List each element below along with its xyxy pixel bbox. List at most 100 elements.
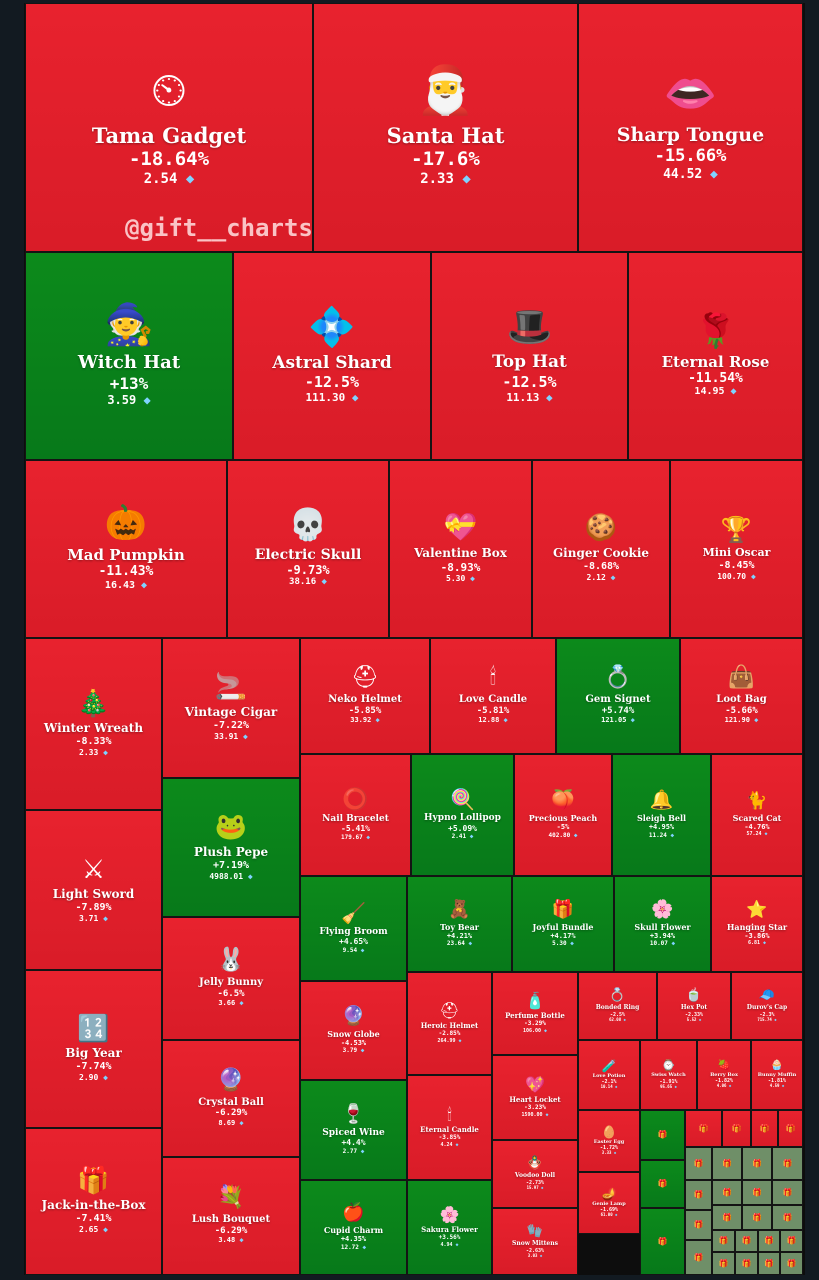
tile-change: -15.66% (654, 146, 727, 167)
mini-tile[interactable]: 🎁 (780, 1252, 803, 1275)
tile-flying-broom[interactable]: 🧹 Flying Broom +4.65% 9.54 ◆ (300, 876, 407, 981)
tile-genie-lamp[interactable]: 🪔 Genie Lamp -1.69% 61.00 ◆ (578, 1172, 640, 1234)
tile-bunny-muffin[interactable]: 🧁 Bunny Muffin -1.81% 4.59 ◆ (751, 1040, 803, 1110)
mini-tile[interactable]: 🎁 (712, 1147, 742, 1180)
tile-change: +4.95% (648, 823, 675, 832)
mini-tile[interactable]: 🎁 (735, 1230, 758, 1252)
tile-witch-hat[interactable]: 🧙 Witch Hat +13% 3.59 ◆ (25, 252, 233, 460)
tile-mad-pumpkin[interactable]: 🎃 Mad Pumpkin -11.43% 16.43 ◆ (25, 460, 227, 638)
mini-tile[interactable]: 🎁 (712, 1205, 742, 1230)
diamond-icon: ◆ (538, 1185, 544, 1191)
mini-tile[interactable]: 🎁 (640, 1160, 685, 1208)
tile-heroic-helmet[interactable]: ⛑ Heroic Helmet -2.85% 264.99 ◆ (407, 972, 492, 1075)
tile-price: 2.77 ◆ (343, 1148, 365, 1155)
tile-mini-oscar[interactable]: 🏆 Mini Oscar -8.45% 100.70 ◆ (670, 460, 803, 638)
mini-tile[interactable]: 🎁 (685, 1147, 712, 1180)
gift-icon: 🎁 (752, 1158, 762, 1168)
tile-love-candle[interactable]: 🕯 Love Candle -5.81% 12.88 ◆ (430, 638, 556, 754)
tile-valentine-box[interactable]: 💝 Valentine Box -8.93% 5.30 ◆ (389, 460, 532, 638)
tile-top-hat[interactable]: 🎩 Top Hat -12.5% 11.13 ◆ (431, 252, 628, 460)
tile-perfume-bottle[interactable]: 🧴 Perfume Bottle -3.29% 106.00 ◆ (492, 972, 578, 1055)
peach-icon: 🍑 (551, 789, 575, 812)
tile-vintage-cigar[interactable]: 🚬 Vintage Cigar -7.22% 33.91 ◆ (162, 638, 300, 778)
tile-heart-locket[interactable]: 💖 Heart Locket -3.23% 1590.00 ◆ (492, 1055, 578, 1140)
tile-swiss-watch[interactable]: ⌚ Swiss Watch -1.91% 95.65 ◆ (640, 1040, 697, 1110)
tile-nail-bracelet[interactable]: ⭕ Nail Bracelet -5.41% 179.67 ◆ (300, 754, 411, 876)
tile-winter-wreath[interactable]: 🎄 Winter Wreath -8.33% 2.33 ◆ (25, 638, 162, 810)
mini-tile[interactable]: 🎁 (772, 1205, 803, 1230)
price-value: 16.43 (104, 579, 136, 591)
mini-tile[interactable]: 🎁 (712, 1252, 735, 1275)
mini-tile[interactable]: 🎁 (758, 1230, 780, 1252)
tile-scared-cat[interactable]: 🐈 Scared Cat -4.76% 57.24 ◆ (711, 754, 803, 876)
price-value: 44.52 (663, 166, 703, 182)
mini-tile[interactable]: 🎁 (722, 1110, 751, 1147)
tile-precious-peach[interactable]: 🍑 Precious Peach -5% 402.80 ◆ (514, 754, 612, 876)
tile-ginger-cookie[interactable]: 🍪 Ginger Cookie -8.68% 2.12 ◆ (532, 460, 670, 638)
tile-joyful-bundle[interactable]: 🎁 Joyful Bundle +4.17% 5.30 ◆ (512, 876, 614, 972)
tile-cupid-charm[interactable]: 🍎 Cupid Charm +4.35% 12.72 ◆ (300, 1180, 407, 1275)
tile-sakura-flower[interactable]: 🌸 Sakura Flower +3.56% 4.94 ◆ (407, 1180, 492, 1275)
mini-tile[interactable]: 🎁 (640, 1208, 685, 1275)
tile-gem-signet[interactable]: 💍 Gem Signet +5.74% 121.05 ◆ (556, 638, 680, 754)
tile-light-sword[interactable]: ⚔ Light Sword -7.89% 3.71 ◆ (25, 810, 162, 970)
tile-loot-bag[interactable]: 👜 Loot Bag -5.66% 121.90 ◆ (680, 638, 803, 754)
tile-change: +3.94% (649, 931, 676, 940)
mini-tile[interactable]: 🎁 (640, 1110, 685, 1160)
tile-big-year[interactable]: 🔢 Big Year -7.74% 2.90 ◆ (25, 970, 162, 1128)
tile-jelly-bunny[interactable]: 🐰 Jelly Bunny -6.5% 3.66 ◆ (162, 917, 300, 1040)
tile-crystal-ball[interactable]: 🔮 Crystal Ball -6.29% 8.69 ◆ (162, 1040, 300, 1157)
tile-eternal-rose[interactable]: 🌹 Eternal Rose -11.54% 14.95 ◆ (628, 252, 803, 460)
tile-name: Toy Bear (439, 921, 480, 932)
tile-hanging-star[interactable]: ⭐ Hanging Star -3.86% 6.81 ◆ (711, 876, 803, 972)
tile-jack-in-the-box[interactable]: 🎁 Jack-in-the-Box -7.41% 2.65 ◆ (25, 1128, 162, 1275)
doll-icon: 🪆 (526, 1156, 544, 1172)
mini-tile[interactable]: 🎁 (778, 1110, 803, 1147)
mini-tile[interactable]: 🎁 (685, 1240, 712, 1275)
mini-tile[interactable]: 🎁 (742, 1147, 772, 1180)
tile-price: 111.30 ◆ (306, 391, 359, 404)
tile-love-potion[interactable]: 🧪 Love Potion -2.1% 10.14 ◆ (578, 1040, 640, 1110)
tile-snow-mittens[interactable]: 🧤 Snow Mittens -2.63% 3.03 ◆ (492, 1208, 578, 1275)
mini-tile[interactable]: 🎁 (742, 1205, 772, 1230)
mini-tile[interactable]: 🎁 (735, 1252, 758, 1275)
tile-snow-globe[interactable]: 🔮 Snow Globe -4.53% 3.79 ◆ (300, 981, 407, 1080)
tile-price: 4.24 ◆ (440, 1142, 458, 1148)
tile-spiced-wine[interactable]: 🍷 Spiced Wine +4.4% 2.77 ◆ (300, 1080, 407, 1180)
mini-tile[interactable]: 🎁 (685, 1180, 712, 1210)
price-value: 14.95 (694, 386, 725, 398)
tile-easter-egg[interactable]: 🥚 Easter Egg -1.72% 3.33 ◆ (578, 1110, 640, 1172)
tile-tama-gadget[interactable]: ⏲ Tama Gadget -18.64% 2.54 ◆ (25, 3, 313, 252)
tile-santa-hat[interactable]: 🎅 Santa Hat -17.6% 2.33 ◆ (313, 3, 578, 252)
tile-bonded-ring[interactable]: 💍 Bonded Ring -2.5% 62.08 ◆ (578, 972, 657, 1040)
mini-tile[interactable]: 🎁 (758, 1252, 780, 1275)
tile-voodoo-doll[interactable]: 🪆 Voodoo Doll -2.73% 15.97 ◆ (492, 1140, 578, 1208)
tile-skull-flower[interactable]: 🌸 Skull Flower +3.94% 10.07 ◆ (614, 876, 711, 972)
tile-durov-s-cap[interactable]: 🧢 Durov's Cap -2.3% 715.74 ◆ (731, 972, 803, 1040)
price-value: 5.30 (446, 574, 466, 584)
mini-tile[interactable]: 🎁 (751, 1110, 778, 1147)
tile-hypno-lollipop[interactable]: 🍭 Hypno Lollipop +5.09% 2.41 ◆ (411, 754, 514, 876)
diamond-icon: ◆ (570, 831, 578, 839)
tile-hex-pot[interactable]: 🍵 Hex Pot -2.33% 5.52 ◆ (657, 972, 731, 1040)
tile-electric-skull[interactable]: 💀 Electric Skull -9.73% 38.16 ◆ (227, 460, 389, 638)
tile-neko-helmet[interactable]: ⛑ Neko Helmet -5.85% 33.92 ◆ (300, 638, 430, 754)
mini-tile[interactable]: 🎁 (712, 1230, 735, 1252)
tile-lush-bouquet[interactable]: 💐 Lush Bouquet -6.29% 3.48 ◆ (162, 1157, 300, 1275)
mini-tile[interactable]: 🎁 (780, 1230, 803, 1252)
mini-tile[interactable]: 🎁 (712, 1180, 742, 1205)
tile-toy-bear[interactable]: 🧸 Toy Bear +4.21% 23.64 ◆ (407, 876, 512, 972)
tile-sleigh-bell[interactable]: 🔔 Sleigh Bell +4.95% 11.24 ◆ (612, 754, 711, 876)
tile-name: Heart Locket (509, 1095, 561, 1105)
tile-berry-box[interactable]: 🍓 Berry Box -1.82% 4.06 ◆ (697, 1040, 751, 1110)
mini-tile[interactable]: 🎁 (685, 1110, 722, 1147)
mini-tile[interactable]: 🎁 (772, 1147, 803, 1180)
tile-eternal-candle[interactable]: 🕯 Eternal Candle -3.85% 4.24 ◆ (407, 1075, 492, 1180)
mini-tile[interactable]: 🎁 (685, 1210, 712, 1240)
tile-sharp-tongue[interactable]: 👄 Sharp Tongue -15.66% 44.52 ◆ (578, 3, 803, 252)
mini-tile[interactable]: 🎁 (742, 1180, 772, 1205)
tile-astral-shard[interactable]: 💠 Astral Shard -12.5% 111.30 ◆ (233, 252, 431, 460)
mini-tile[interactable]: 🎁 (772, 1180, 803, 1205)
tile-change: -2.63% (525, 1247, 545, 1254)
tile-plush-pepe[interactable]: 🐸 Plush Pepe +7.19% 4988.01 ◆ (162, 778, 300, 917)
